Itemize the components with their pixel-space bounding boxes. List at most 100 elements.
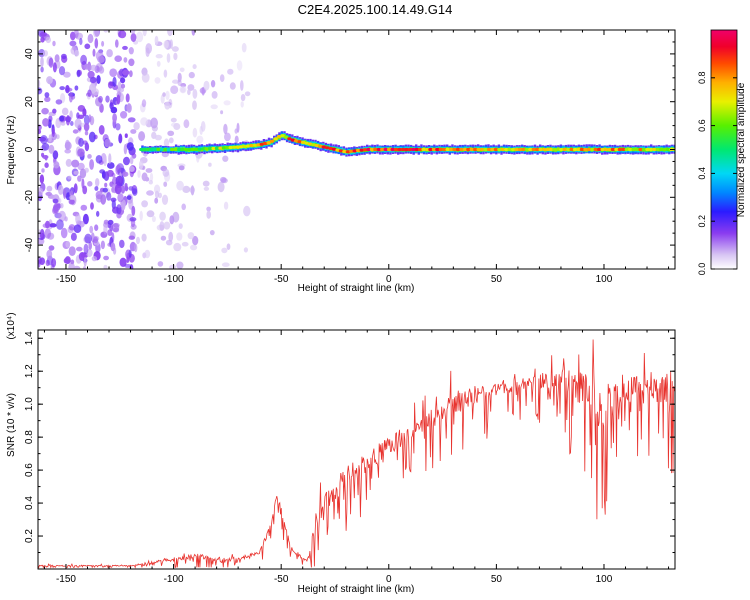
noise-blob (84, 167, 89, 173)
ridge-peak (331, 147, 337, 151)
ridge-peak (159, 147, 165, 152)
noise-blob (190, 244, 198, 251)
ridge-peak (194, 147, 199, 151)
ridge-peak (397, 147, 402, 152)
noise-blob (58, 198, 62, 204)
noise-blob (110, 242, 116, 252)
ridge-peak (263, 141, 268, 146)
noise-blob (115, 39, 119, 48)
noise-blob (72, 129, 79, 134)
ridge-peak (514, 147, 519, 152)
ridge-peak (466, 147, 471, 152)
ridge-peak (421, 147, 426, 152)
x-tick-label: -100 (164, 574, 184, 585)
ridge-peak (645, 147, 650, 152)
ridge-peak (414, 147, 419, 152)
ridge-peak (273, 137, 278, 141)
noise-blob (107, 162, 115, 169)
noise-blob (129, 156, 134, 165)
noise-blob (99, 169, 106, 174)
noise-blob (140, 117, 149, 126)
noise-blob (41, 152, 45, 158)
noise-blob (74, 49, 80, 57)
noise-blob (84, 130, 89, 136)
ridge-peak (538, 147, 543, 152)
snr-line (38, 339, 675, 569)
ridge-peak (345, 150, 351, 154)
noise-blob (45, 191, 52, 196)
x-tick-label: -50 (274, 574, 289, 585)
colorbar-tick-label: 0.2 (697, 215, 707, 228)
noise-blob (103, 264, 108, 269)
noise-blob (183, 119, 190, 129)
noise-blob (73, 265, 81, 269)
noise-blob (223, 201, 229, 210)
ridge-peak (521, 147, 526, 152)
noise-blob (59, 115, 65, 122)
noise-blob (91, 256, 98, 262)
ridge-peak (504, 147, 509, 152)
ridge-peak (276, 135, 282, 139)
ridge-peak (300, 140, 306, 144)
ridge-peak (583, 147, 588, 152)
noise-blob (122, 45, 128, 50)
noise-blob (82, 266, 87, 269)
noise-blob (69, 40, 77, 47)
noise-blob (217, 181, 225, 193)
noise-blob (220, 176, 227, 183)
noise-blob (203, 186, 210, 191)
ridge-peak (242, 144, 247, 148)
noise-blob (46, 76, 53, 85)
noise-blob (137, 170, 141, 178)
ridge-peak (528, 147, 533, 152)
noise-blob (38, 257, 42, 265)
noise-blob (240, 101, 244, 108)
noise-blob (173, 123, 181, 130)
y-tick-label: 0.6 (24, 463, 35, 477)
ridge-peak (280, 134, 285, 138)
ridge-peak (225, 146, 230, 150)
ridge-peak (480, 147, 485, 152)
ridge-peak (156, 147, 161, 152)
y-tick-label: 0 (24, 146, 35, 152)
noise-blob (42, 118, 50, 127)
ridge-peak (245, 144, 251, 148)
ridge-peak (393, 147, 399, 152)
noise-blob (89, 64, 98, 71)
noise-blob (95, 50, 104, 61)
noise-blob (112, 76, 117, 87)
ridge-peak (256, 143, 261, 147)
ridge-peak (352, 149, 357, 153)
ridge-peak (438, 147, 444, 152)
ridge-peak (287, 137, 292, 141)
noise-blob (170, 85, 179, 94)
ridge-peak (211, 146, 216, 151)
noise-blob (52, 198, 59, 204)
ridge-peak (190, 147, 196, 152)
noise-blob (176, 180, 184, 191)
noise-blob (146, 210, 155, 218)
ridge-peak (531, 147, 536, 152)
noise-blob (106, 49, 113, 58)
noise-blob (116, 87, 125, 93)
noise-blob (76, 246, 83, 252)
colorbar-ticks: 0.0 0.2 0.4 0.6 0.8 (697, 72, 737, 275)
noise-blob (45, 220, 50, 229)
noise-blob (114, 184, 122, 195)
noise-blob (139, 160, 144, 170)
noise-blob (69, 195, 75, 200)
noise-blob (65, 85, 70, 94)
noise-blob (94, 224, 99, 231)
noise-blob (130, 129, 137, 134)
ridge-peak (631, 147, 636, 152)
noise-blob (39, 31, 48, 37)
noise-blob (176, 261, 184, 269)
ridge-peak (235, 145, 240, 149)
noise-blob (221, 247, 228, 254)
ridge-peak (221, 146, 227, 150)
noise-blob (49, 223, 57, 228)
noise-blob (98, 66, 105, 74)
ridge-peak (152, 147, 158, 152)
noise-blob (126, 256, 130, 264)
